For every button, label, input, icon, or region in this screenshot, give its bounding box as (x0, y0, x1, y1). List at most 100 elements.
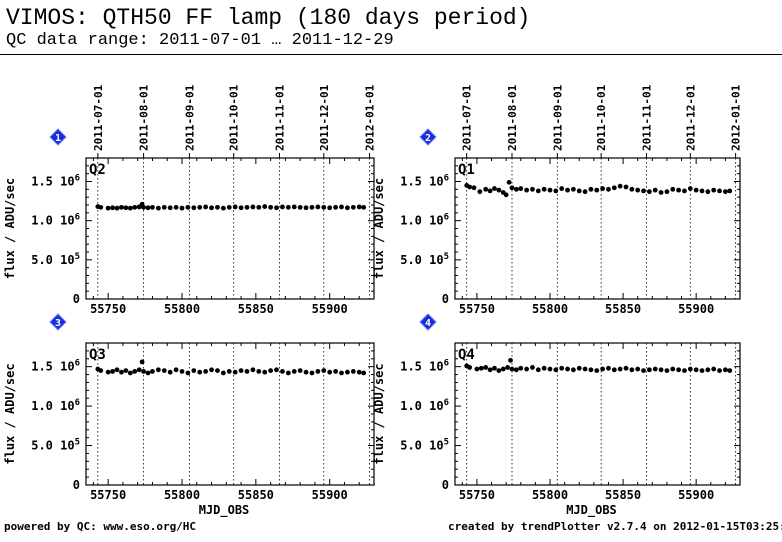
data-point (611, 185, 617, 191)
data-point (238, 205, 244, 211)
data-point (594, 187, 600, 193)
data-point (508, 357, 513, 363)
data-point (722, 189, 728, 195)
data-point (150, 369, 155, 374)
x-tick-label: 55850 (605, 488, 641, 502)
data-point (127, 205, 133, 211)
data-point (658, 367, 664, 373)
data-point (513, 186, 519, 192)
data-point (333, 369, 338, 374)
data-point (623, 184, 629, 190)
data-point (297, 204, 303, 210)
data-point (687, 186, 693, 191)
chart-panel-q1: 2011-07-01 2011-08-01 2011-09-01 2011-10-01… (372, 84, 743, 316)
data-point (244, 204, 250, 210)
data-point (670, 186, 676, 192)
data-point (179, 369, 185, 374)
data-point (297, 368, 303, 374)
y-tick-label: 1.0 106 (400, 213, 449, 228)
data-point (191, 205, 197, 211)
data-point (496, 368, 502, 374)
y-tick-label: 0 (73, 292, 80, 306)
data-point (209, 367, 214, 373)
data-point (506, 179, 512, 185)
data-point (509, 366, 515, 372)
data-point (641, 368, 646, 374)
data-point (356, 369, 362, 375)
data-point (161, 368, 167, 374)
x-tick-label: 55800 (164, 302, 200, 316)
badge-number: 2 (425, 133, 431, 144)
data-point (687, 366, 693, 372)
plot-frame (85, 342, 375, 486)
data-point (682, 188, 687, 194)
data-point (167, 205, 173, 211)
data-point (693, 367, 699, 373)
data-point (467, 365, 473, 370)
data-point (629, 186, 635, 192)
data-point (518, 365, 524, 371)
data-point (513, 367, 519, 373)
y-tick-label: 5.0 105 (400, 438, 449, 453)
panel-number-badge: 2 (419, 128, 437, 146)
x-tick-label: 55850 (605, 302, 641, 316)
data-point (676, 187, 682, 193)
data-point (291, 369, 297, 374)
data-point (541, 365, 547, 371)
data-point (179, 205, 185, 211)
data-point (635, 187, 641, 193)
data-point (727, 188, 733, 194)
data-point (487, 367, 493, 373)
x-tick-label: 55750 (90, 302, 126, 316)
y-tick-label: 0 (442, 292, 449, 306)
data-point (203, 369, 209, 374)
y-tick-label: 0 (442, 478, 449, 492)
data-point (262, 369, 268, 375)
date-tick-label: 2011-11-01 (273, 84, 286, 151)
data-point (699, 368, 705, 374)
badge-number: 1 (55, 133, 61, 144)
data-point (676, 367, 682, 373)
data-point (524, 187, 530, 193)
data-point (209, 205, 214, 211)
data-point (682, 368, 687, 374)
y-tick-label: 5.0 105 (31, 252, 80, 267)
data-point (617, 366, 623, 372)
plot-frame (454, 157, 741, 300)
panel-label: Q3 (89, 347, 106, 363)
data-point (220, 205, 226, 211)
data-point (594, 368, 600, 374)
data-point (285, 370, 291, 376)
data-point (274, 367, 279, 373)
data-point (664, 189, 670, 195)
data-point (652, 187, 658, 193)
data-point (588, 186, 594, 192)
data-point (215, 204, 220, 210)
data-point (477, 189, 483, 195)
data-point (487, 188, 493, 194)
y-tick-label: 1.5 106 (31, 359, 80, 374)
data-point (582, 366, 588, 372)
data-point (565, 366, 570, 372)
date-tick-label: 2011-09-01 (551, 84, 564, 151)
data-point (541, 186, 547, 192)
y-axis-label: flux / ADU/sec (3, 178, 17, 279)
data-point (582, 189, 588, 195)
data-range-subtitle: QC data range: 2011-07-01 … 2011-12-29 (6, 31, 394, 50)
data-point (215, 368, 220, 374)
data-point (315, 369, 321, 374)
chart-panel-q4: 55750 55800 55850 55900 0 5.0 105 1.0 106 1.5 1… (372, 313, 741, 518)
panel-number-badge: 4 (419, 313, 437, 331)
plot-frame (85, 157, 375, 300)
data-point (145, 370, 151, 376)
data-point (361, 370, 367, 376)
data-point (321, 204, 327, 210)
data-point (250, 204, 256, 210)
y-tick-label: 1.0 106 (31, 398, 80, 413)
data-point (155, 367, 161, 373)
data-point (339, 204, 344, 210)
data-point (611, 367, 617, 373)
data-point (483, 186, 489, 192)
x-tick-label: 55850 (238, 488, 274, 502)
data-point (646, 189, 652, 195)
